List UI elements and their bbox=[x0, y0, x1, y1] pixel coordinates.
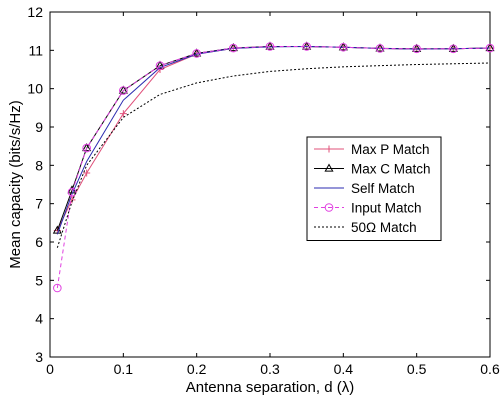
x-tick-label: 0 bbox=[46, 361, 54, 377]
series-line bbox=[56, 45, 491, 235]
series-line bbox=[56, 46, 491, 289]
circle-marker bbox=[155, 61, 165, 70]
y-tick-label: 3 bbox=[35, 349, 43, 365]
triangle-marker bbox=[228, 43, 238, 52]
series-3 bbox=[53, 42, 495, 293]
x-axis-label: Antenna separation, d (λ) bbox=[186, 379, 354, 396]
circle-marker bbox=[485, 43, 495, 53]
triangle-marker bbox=[82, 143, 92, 152]
x-tick-label: 0.1 bbox=[114, 361, 134, 377]
legend-box bbox=[306, 136, 442, 241]
y-tick-label: 7 bbox=[35, 196, 43, 212]
plus-marker bbox=[119, 110, 127, 118]
y-tick-label: 10 bbox=[27, 81, 43, 97]
circle-marker bbox=[375, 44, 385, 53]
legend-item: Self Match bbox=[314, 181, 415, 196]
plus-marker bbox=[325, 145, 333, 153]
y-tick-label: 6 bbox=[35, 234, 43, 250]
y-tick-label: 9 bbox=[35, 119, 43, 135]
circle-marker bbox=[265, 42, 275, 51]
legend-label: Input Match bbox=[351, 201, 422, 216]
y-tick-label: 12 bbox=[27, 4, 43, 20]
legend-item: Max C Match bbox=[314, 162, 431, 177]
circle-marker bbox=[119, 86, 128, 95]
x-tick-label: 0.5 bbox=[407, 361, 427, 377]
legend-item: 50Ω Match bbox=[314, 220, 417, 235]
triangle-marker bbox=[302, 41, 312, 50]
x-tick-label: 0.3 bbox=[260, 361, 280, 377]
legend-label: Self Match bbox=[351, 181, 415, 196]
circle-marker bbox=[67, 187, 77, 197]
legend: Max P Match Max C Match Self Match Input Ma… bbox=[306, 136, 442, 241]
legend-label: 50Ω Match bbox=[351, 220, 417, 235]
x-tick-label: 0.2 bbox=[187, 361, 207, 377]
x-tick-label: 0.4 bbox=[334, 361, 354, 377]
y-tick-label: 11 bbox=[28, 42, 43, 58]
axes: 0 0.1 0.2 0.3 0.4 0.5 0.6 3 4 5 6 7 8 9 10 11 12 bbox=[27, 4, 500, 377]
circle-marker bbox=[412, 44, 421, 54]
y-tick-label: 5 bbox=[35, 272, 43, 288]
legend-item: Max P Match bbox=[314, 142, 430, 157]
triangle-marker bbox=[375, 43, 385, 52]
circle-marker bbox=[82, 143, 91, 153]
triangle-marker bbox=[485, 43, 495, 52]
triangle-marker bbox=[448, 43, 458, 52]
x-tick-label: 0.6 bbox=[480, 361, 500, 377]
circle-marker bbox=[229, 43, 238, 53]
series-line bbox=[56, 62, 491, 248]
y-axis-label: Mean capacity (bits/s/Hz) bbox=[7, 100, 24, 268]
legend-label: Max C Match bbox=[351, 162, 431, 177]
triangle-marker bbox=[338, 42, 348, 51]
series-group bbox=[52, 41, 495, 293]
circle-marker bbox=[53, 283, 62, 293]
series-2 bbox=[56, 45, 491, 235]
legend-label: Max P Match bbox=[351, 142, 430, 157]
circle-marker bbox=[192, 49, 201, 58]
triangle-marker bbox=[412, 43, 422, 52]
circle-marker bbox=[324, 203, 334, 212]
series-4 bbox=[56, 62, 491, 248]
circle-marker bbox=[339, 42, 348, 52]
triangle-marker bbox=[324, 163, 334, 172]
circle-marker bbox=[449, 44, 458, 54]
circle-marker bbox=[302, 42, 311, 51]
y-tick-label: 8 bbox=[35, 157, 43, 173]
plus-marker bbox=[83, 169, 91, 177]
legend-item: Input Match bbox=[314, 201, 422, 216]
y-tick-label: 4 bbox=[35, 311, 43, 327]
triangle-marker bbox=[155, 60, 165, 69]
triangle-marker bbox=[265, 41, 275, 50]
